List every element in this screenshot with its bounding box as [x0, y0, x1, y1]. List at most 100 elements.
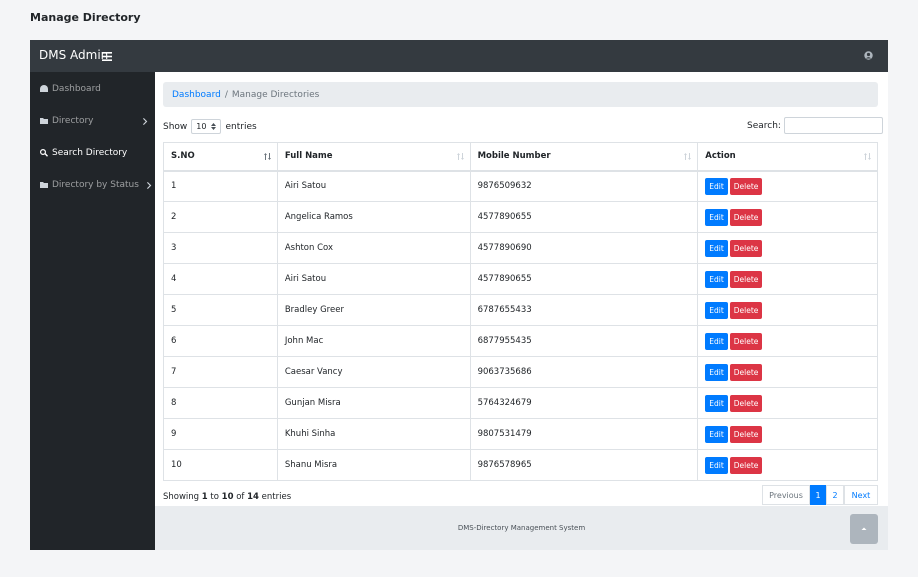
length-select[interactable]: 10 [191, 119, 222, 134]
cell: 5764324679 [469, 387, 699, 419]
table-row: 5 Bradley Greer 6787655433 Edit Delete [163, 294, 878, 326]
info-total: 14 [247, 492, 259, 502]
sidebar-icon [40, 149, 48, 157]
delete-button[interactable]: Delete [729, 301, 763, 319]
cell: 6 [163, 325, 278, 357]
delete-button[interactable]: Delete [729, 332, 763, 350]
cell: 1 [163, 170, 278, 202]
sidebar-icon-shape [40, 182, 48, 188]
select-arrow [211, 123, 217, 130]
action-cell: Edit Delete [697, 294, 878, 326]
up-icon [861, 527, 867, 530]
edit-button[interactable]: Edit [705, 456, 728, 474]
cell: 4577890690 [469, 232, 699, 264]
search-input[interactable] [783, 117, 883, 134]
sort-icon [456, 153, 464, 160]
column-header[interactable]: Action [697, 142, 878, 172]
cell: 6877955435 [469, 325, 699, 357]
page-button[interactable]: Next [844, 485, 878, 505]
delete-button[interactable]: Delete [729, 363, 763, 381]
delete-button[interactable]: Delete [729, 270, 763, 288]
edit-button[interactable]: Edit [705, 363, 728, 381]
cell: Airi Satou [276, 263, 471, 295]
cell: John Mac [276, 325, 471, 357]
action-cell: Edit Delete [697, 449, 878, 481]
sidebar-label: Dashboard [52, 84, 101, 94]
sidebar-item[interactable]: Dashboard [40, 82, 148, 96]
edit-button[interactable]: Edit [705, 239, 728, 257]
edit-button[interactable]: Edit [705, 177, 728, 195]
page-button[interactable]: 1 [810, 485, 826, 505]
breadcrumb: Dashboard / Manage Directories [163, 82, 878, 107]
delete-button[interactable]: Delete [729, 208, 763, 226]
scroll-top[interactable] [850, 514, 878, 544]
sidebar-label: Directory [52, 116, 94, 126]
cell: 4 [163, 263, 278, 295]
sidebar-icon [40, 182, 48, 188]
column-header[interactable]: Full Name [276, 142, 471, 172]
edit-button[interactable]: Edit [705, 270, 728, 288]
delete-button[interactable]: Delete [729, 239, 763, 257]
table-row: 8 Gunjan Misra 5764324679 Edit Delete [163, 387, 878, 419]
cell: 3 [163, 232, 278, 264]
column-label: Action [705, 151, 736, 162]
action-cell: Edit Delete [697, 170, 878, 202]
column-header[interactable]: Mobile Number [469, 142, 699, 172]
content: Dashboard / Manage Directories Show 10 e… [155, 72, 888, 550]
chevron-shape [143, 117, 148, 125]
brand[interactable]: DMS Admin [39, 48, 109, 62]
cell: 8 [163, 387, 278, 419]
table-row: 2 Angelica Ramos 4577890655 Edit Delete [163, 201, 878, 233]
page-button[interactable]: Previous [762, 485, 810, 505]
edit-button[interactable]: Edit [705, 332, 728, 350]
sidebar-icon [40, 118, 48, 124]
sidebar-icon-shape [40, 118, 48, 124]
breadcrumb-current: Manage Directories [231, 89, 320, 100]
breadcrumb-link[interactable]: Dashboard [172, 89, 221, 100]
table-row: 10 Shanu Misra 9876578965 Edit Delete [163, 449, 878, 481]
edit-button[interactable]: Edit [705, 301, 728, 319]
edit-button[interactable]: Edit [705, 425, 728, 443]
footer-text: DMS-Directory Management System [457, 524, 586, 532]
user-icon[interactable] [864, 51, 873, 60]
column-header[interactable]: S.NO [163, 142, 278, 172]
edit-button[interactable]: Edit [705, 394, 728, 412]
cell: Khuhi Sinha [276, 418, 471, 450]
action-cell: Edit Delete [697, 201, 878, 233]
cell: Shanu Misra [276, 449, 471, 481]
cell: 9876509632 [469, 170, 699, 202]
delete-button[interactable]: Delete [729, 394, 763, 412]
footer: DMS-Directory Management System [155, 506, 888, 550]
delete-button[interactable]: Delete [729, 425, 763, 443]
sort-icon-shape [263, 153, 271, 160]
sort-icon-shape [864, 153, 871, 160]
cell: Angelica Ramos [276, 201, 471, 233]
sidebar-icon-shape [40, 85, 48, 92]
edit-button[interactable]: Edit [705, 208, 728, 226]
delete-button[interactable]: Delete [729, 177, 763, 195]
chevron-shape [147, 181, 152, 189]
page-button[interactable]: 2 [826, 485, 844, 505]
menu-icon[interactable] [102, 52, 112, 61]
sidebar-icon-shape [40, 149, 48, 157]
sort-icon-shape [684, 153, 692, 160]
table-row: 4 Airi Satou 4577890655 Edit Delete [163, 263, 878, 295]
cell: 10 [163, 449, 278, 481]
delete-button[interactable]: Delete [729, 456, 763, 474]
action-cell: Edit Delete [697, 325, 878, 357]
cell: Ashton Cox [276, 232, 471, 264]
action-cell: Edit Delete [697, 418, 878, 450]
length-control: Show 10 entries [163, 119, 257, 134]
sidebar-item[interactable]: Directory by Status [40, 178, 152, 192]
chevron [143, 117, 148, 125]
cell: 6787655433 [469, 294, 699, 326]
cell: Gunjan Misra [276, 387, 471, 419]
sidebar-label: Directory by Status [52, 180, 139, 190]
table-row: 3 Ashton Cox 4577890690 Edit Delete [163, 232, 878, 264]
sidebar-item[interactable]: Search Directory [40, 146, 148, 160]
length-label: Show [163, 121, 188, 132]
cell: 9876578965 [469, 449, 699, 481]
sidebar-item[interactable]: Directory [40, 114, 148, 128]
sidebar: Dashboard Directory Search Directory Direct… [30, 72, 155, 550]
